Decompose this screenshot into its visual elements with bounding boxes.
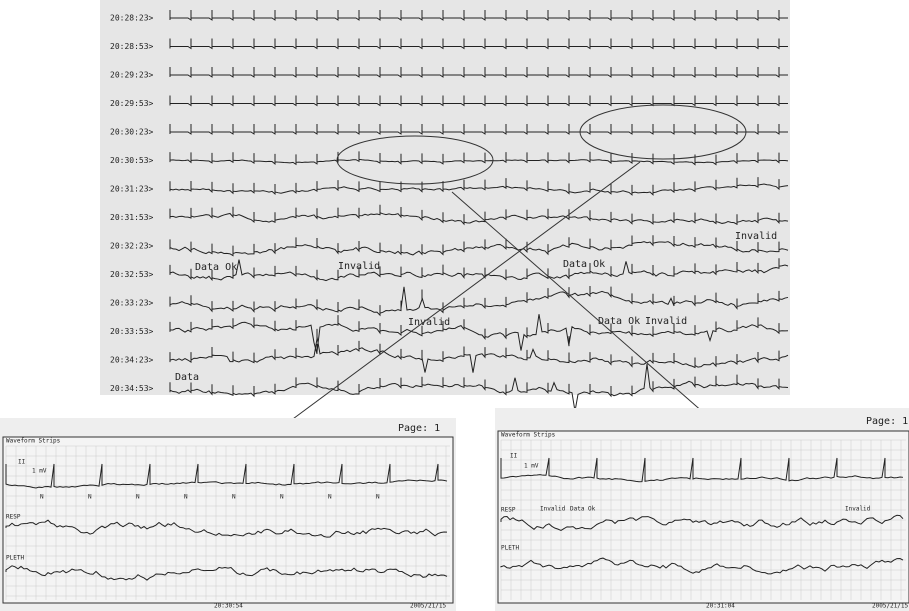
strip-label: Invalid bbox=[845, 506, 871, 513]
beat-label: N bbox=[40, 494, 44, 501]
annotation: Data Ok bbox=[563, 259, 605, 270]
scale: 1 mV bbox=[32, 468, 47, 475]
resp: RESP bbox=[6, 514, 21, 521]
time: 20:30:54 bbox=[214, 603, 243, 610]
annotation: Invalid bbox=[645, 316, 687, 327]
pleth: PLETH bbox=[501, 545, 519, 552]
timestamp: 20:34:53> bbox=[110, 384, 154, 393]
left-strip: Page: 1 N N N N N N N N Waveform Strips II 1 mV… bbox=[0, 418, 456, 611]
beat-label: N bbox=[232, 494, 236, 501]
timestamp: 20:28:53> bbox=[110, 42, 154, 51]
resp: RESP bbox=[501, 507, 516, 514]
page-label: Page: 1 bbox=[866, 416, 908, 427]
timestamp: 20:32:53> bbox=[110, 270, 154, 279]
scale: 1 mV bbox=[524, 463, 539, 470]
page-label: Page: 1 bbox=[398, 423, 440, 434]
timestamp: 20:30:53> bbox=[110, 156, 154, 165]
timestamp: 20:33:23> bbox=[110, 299, 154, 308]
beat-label: N bbox=[184, 494, 188, 501]
time: 20:31:04 bbox=[706, 603, 735, 610]
timestamp: 20:28:23> bbox=[110, 14, 154, 23]
beat-label: N bbox=[88, 494, 92, 501]
timestamp: 20:29:23> bbox=[110, 71, 154, 80]
date: 2005/21/15 bbox=[872, 603, 909, 610]
strip-label: Data Ok bbox=[570, 506, 596, 513]
beat-label: N bbox=[136, 494, 140, 501]
date: 2005/21/15 bbox=[410, 603, 447, 610]
lead: II bbox=[18, 459, 26, 466]
figure: 20:28:23> 20:28:53> 20:29:23> 20:29:53> 20:3… bbox=[0, 0, 909, 611]
annotation: Invalid bbox=[735, 231, 777, 242]
pleth: PLETH bbox=[6, 555, 24, 562]
timestamp: 20:30:23> bbox=[110, 128, 154, 137]
beat-label: N bbox=[280, 494, 284, 501]
strip-title: Waveform Strips bbox=[6, 438, 61, 445]
timestamp: 20:31:53> bbox=[110, 213, 154, 222]
timestamp: 20:29:53> bbox=[110, 99, 154, 108]
timestamp: 20:31:23> bbox=[110, 185, 154, 194]
beat-label: N bbox=[376, 494, 380, 501]
main-panel bbox=[100, 0, 790, 395]
annotation: Invalid bbox=[338, 261, 380, 272]
timestamp: 20:34:23> bbox=[110, 356, 154, 365]
right-strip: Page: 1 Waveform Strips II 1 mV RESP Inv… bbox=[495, 408, 909, 611]
strip-title: Waveform Strips bbox=[501, 432, 556, 439]
timestamp: 20:33:53> bbox=[110, 327, 154, 336]
timestamp: 20:32:23> bbox=[110, 242, 154, 251]
lead: II bbox=[510, 453, 518, 460]
annotation: Data Ok bbox=[195, 262, 237, 273]
annotation: Data bbox=[175, 372, 199, 383]
beat-label: N bbox=[328, 494, 332, 501]
strip-label: Invalid bbox=[540, 506, 566, 513]
